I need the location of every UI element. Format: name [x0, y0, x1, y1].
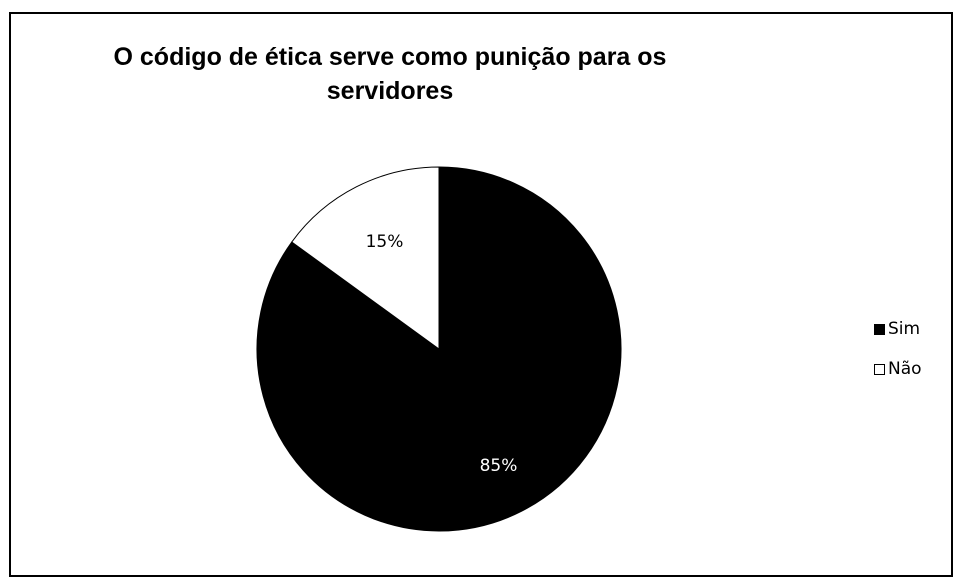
legend-label-nao: Não [888, 359, 922, 379]
legend-label-sim: Sim [888, 319, 921, 339]
legend-swatch-nao [874, 363, 885, 375]
legend: Sim Não [874, 314, 922, 394]
legend-item-sim: Sim [874, 314, 922, 344]
data-label-nao: 15% [366, 232, 404, 252]
data-label-sim: 85% [480, 456, 518, 476]
legend-item-nao: Não [874, 354, 922, 384]
pie-slice-nao [291, 166, 440, 350]
legend-swatch-sim [874, 323, 885, 335]
chart-title: O código de ética serve como punição par… [113, 43, 667, 105]
